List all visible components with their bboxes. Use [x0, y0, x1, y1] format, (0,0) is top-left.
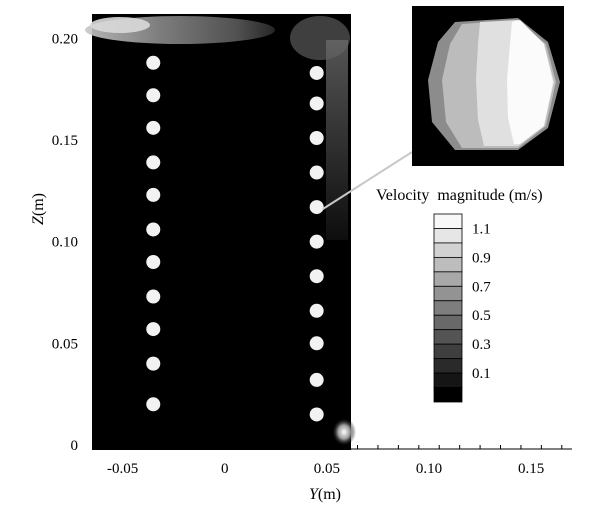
right-wall-flow: [326, 40, 348, 240]
particle-left: [146, 289, 161, 304]
y-axis-label-var: Z: [30, 215, 47, 225]
legend-label: 0.5: [472, 308, 491, 324]
x-tick-label: 0.15: [518, 461, 544, 477]
y-tick-labels: 0 0.05 0.10 0.15 0.20: [52, 31, 78, 454]
legend-swatch: [433, 358, 463, 374]
particle-right: [309, 372, 324, 387]
y-tick-label: 0.05: [52, 336, 78, 352]
particle-right: [309, 303, 324, 318]
particle-left: [146, 322, 161, 337]
x-axis-label-unit: (m): [318, 486, 341, 503]
legend-swatch: [433, 387, 463, 403]
particle-left: [146, 254, 161, 269]
x-tick-label: 0: [221, 461, 229, 477]
particle-left: [146, 88, 161, 103]
x-tick-labels: -0.05 0 0.05 0.10 0.15: [107, 461, 544, 477]
legend-label: 0.7: [472, 279, 491, 295]
top-inlet-core: [90, 17, 150, 33]
y-tick-label: 0.15: [52, 133, 78, 149]
legend-label: 0.1: [472, 366, 491, 382]
y-tick-label: 0.20: [52, 31, 78, 47]
inset-zoom: [322, 6, 564, 210]
particle-right: [309, 269, 324, 284]
legend-swatch: [433, 343, 463, 360]
legend-swatch: [433, 271, 463, 287]
legend-swatch: [433, 329, 463, 345]
particle-right: [309, 234, 324, 249]
y-axis: 0 0.05 0.10 0.15 0.20 Z(m): [30, 31, 78, 454]
particles: [146, 55, 324, 422]
x-tick-label: -0.05: [107, 461, 138, 477]
x-axis-label: Y(m): [309, 486, 341, 503]
legend-label: 0.9: [472, 250, 491, 266]
particle-left: [146, 222, 161, 237]
y-axis-label: Z(m): [30, 193, 47, 225]
inset-leader-line: [322, 151, 413, 210]
particle-left: [146, 187, 161, 202]
x-minor-ticks: [357, 445, 563, 449]
bottom-corner-flow: [332, 418, 356, 446]
particle-right: [309, 96, 324, 111]
x-tick-label: 0.10: [416, 461, 442, 477]
particle-right: [309, 130, 324, 145]
flow-features: [85, 16, 356, 446]
y-tick-label: 0: [71, 438, 79, 454]
legend-swatch: [433, 285, 463, 302]
particle-right: [309, 65, 324, 80]
legend: Velocity magnitude (m/s) 1.1 0.9 0.7 0.5 0.3…: [376, 187, 543, 403]
particle-left: [146, 356, 161, 371]
legend-swatch: [433, 314, 463, 331]
contour-domain: [92, 14, 351, 450]
particle-right: [309, 336, 324, 351]
x-axis: -0.05 0 0.05 0.10 0.15 Y(m): [107, 445, 572, 503]
y-axis-label-unit: (m): [30, 193, 47, 216]
y-tick-label: 0.10: [52, 235, 78, 251]
x-axis-label-var: Y: [309, 486, 320, 503]
legend-swatch: [433, 256, 463, 273]
particle-left: [146, 55, 161, 70]
particle-right: [309, 165, 324, 180]
legend-swatch: [433, 300, 463, 316]
particle-right: [309, 407, 324, 422]
legend-title: Velocity magnitude (m/s): [376, 187, 543, 204]
particle-left: [146, 120, 161, 135]
particle-left: [146, 155, 161, 170]
particle-right: [309, 200, 324, 215]
legend-label: 0.3: [472, 337, 491, 353]
legend-swatch: [433, 228, 463, 244]
x-tick-label: 0.05: [314, 461, 340, 477]
particle-zoom-core: [507, 20, 553, 144]
legend-label: 1.1: [472, 221, 491, 237]
legend-colorbar: [433, 213, 463, 403]
particle-left: [146, 397, 161, 412]
legend-swatch: [433, 213, 463, 229]
legend-labels: 1.1 0.9 0.7 0.5 0.3 0.1: [472, 221, 491, 382]
legend-swatch: [433, 372, 463, 388]
legend-swatch: [433, 242, 463, 258]
